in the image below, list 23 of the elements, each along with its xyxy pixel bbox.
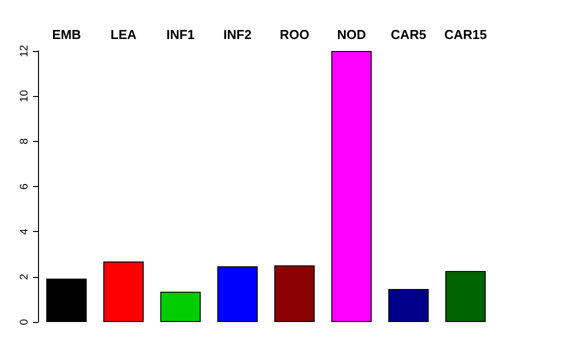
y-tick-label: 6 <box>18 183 30 190</box>
x-tick-label: LEA <box>110 27 138 42</box>
y-tick-label: 10 <box>18 90 30 102</box>
bar <box>388 289 429 322</box>
x-tick-label: ROO <box>280 27 310 42</box>
y-tick-label: 12 <box>18 44 30 58</box>
y-tick-label: 0 <box>18 318 30 326</box>
y-tick-label: 2 <box>18 274 30 280</box>
x-tick-label: NOD <box>337 27 366 42</box>
bar <box>160 292 201 322</box>
y-tick-label: 8 <box>18 138 30 144</box>
bar <box>274 265 315 322</box>
bar <box>103 261 144 322</box>
x-tick-label: CAR15 <box>444 27 487 42</box>
x-tick-label: EMB <box>52 27 81 42</box>
bar <box>46 278 87 322</box>
x-tick-label: INF2 <box>223 27 252 42</box>
bar <box>331 51 372 322</box>
y-tick-label: 4 <box>18 228 30 235</box>
bar <box>217 266 258 322</box>
x-tick-label: CAR5 <box>390 27 426 42</box>
x-tick-label: INF1 <box>166 27 195 42</box>
bar <box>445 270 486 322</box>
